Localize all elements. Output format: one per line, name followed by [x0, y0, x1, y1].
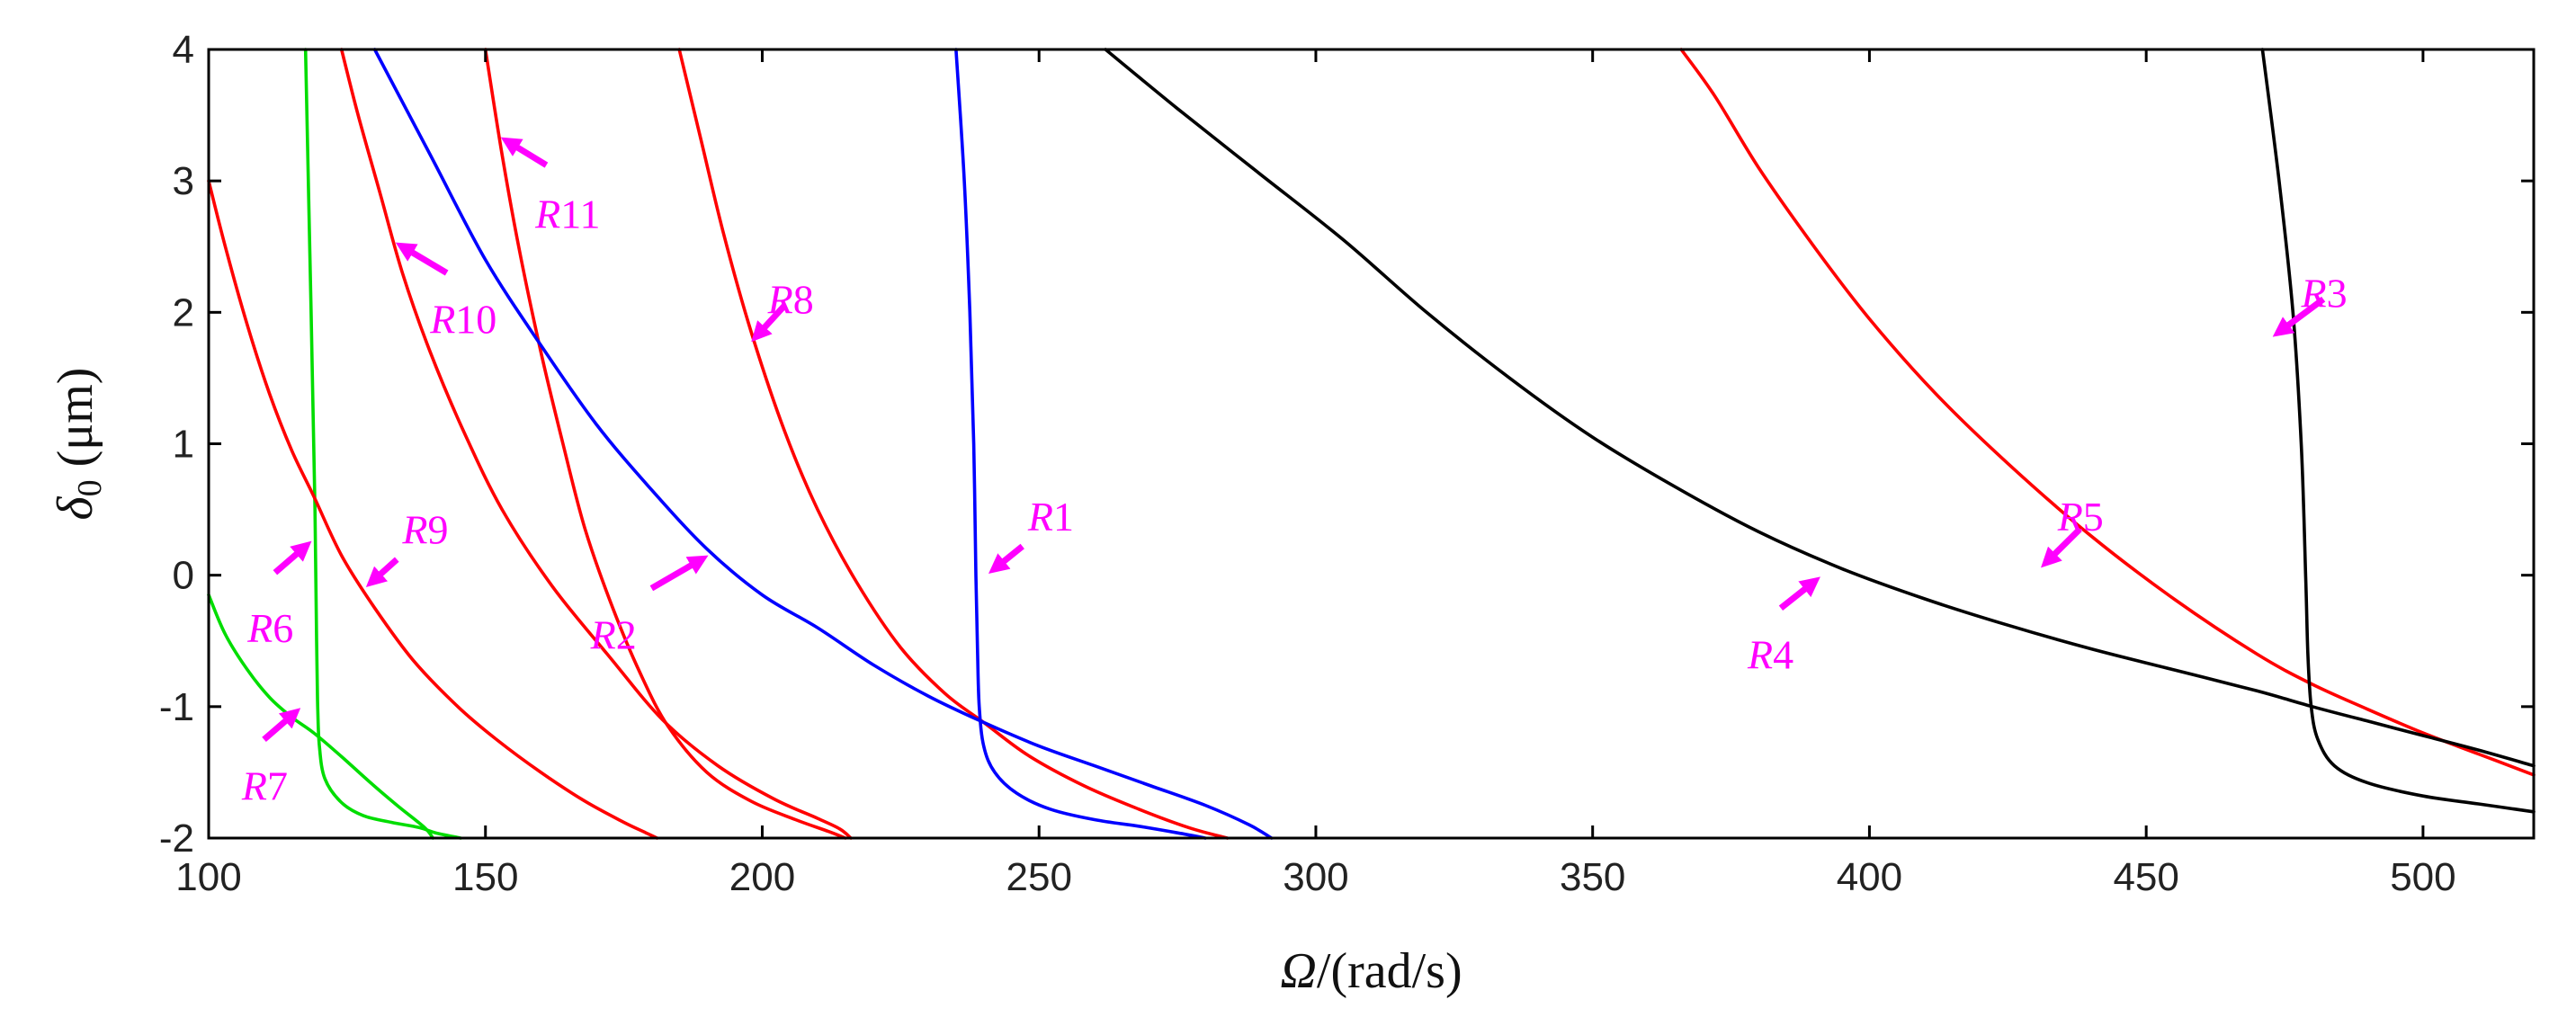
- y-tick-label: 3: [173, 159, 194, 203]
- series-line-1: [303, 48, 462, 840]
- annotation-r4: R4: [1747, 576, 1820, 677]
- annotation-label: R2: [590, 611, 637, 657]
- x-tick-label: 300: [1283, 855, 1348, 899]
- series-line-3: [207, 179, 659, 840]
- series-line-7: [1679, 48, 2536, 777]
- series-line-2: [207, 593, 435, 840]
- annotation-label: R10: [429, 297, 496, 343]
- series-layer: [207, 48, 2536, 840]
- y-tick-label: 2: [173, 290, 194, 335]
- annotation-label: R11: [534, 192, 600, 237]
- y-axis-title: δ0 (μm): [48, 368, 109, 521]
- annotation-label: R3: [2301, 270, 2348, 316]
- series-line-9: [954, 48, 1207, 840]
- plot-frame: [207, 48, 2536, 840]
- annotation-label: R8: [767, 277, 814, 323]
- series-line-10: [1104, 48, 2536, 768]
- ticks-layer: 100 150 200 250 300 350 400 450 500 -2 -1 0 1 2 3 4: [159, 28, 2534, 899]
- annotation-arrow: [395, 242, 449, 276]
- x-tick-label: 150: [452, 855, 518, 899]
- y-axis-subscript: 0: [71, 479, 109, 496]
- annotation-label: R6: [246, 605, 293, 651]
- x-tick-label: 500: [2390, 855, 2455, 899]
- annotation-label: R7: [241, 763, 288, 809]
- annotation-arrow: [262, 708, 301, 743]
- annotation-label: R5: [2057, 494, 2104, 540]
- annotation-label: R4: [1747, 631, 1793, 677]
- annotation-arrow: [2272, 296, 2326, 337]
- annotation-arrow: [751, 303, 787, 343]
- annotation-label: R9: [401, 507, 448, 553]
- x-tick-label: 350: [1560, 855, 1625, 899]
- x-tick-label: 200: [729, 855, 795, 899]
- series-line-5: [483, 48, 847, 840]
- series-line-4: [339, 48, 853, 840]
- y-tick-label: 4: [173, 28, 194, 72]
- series-line-6: [677, 48, 1230, 840]
- x-tick-label: 400: [1837, 855, 1902, 899]
- y-axis-unit: (μm): [48, 368, 103, 480]
- annotation-label: R1: [1027, 494, 1074, 540]
- annotation-arrow: [1778, 576, 1820, 611]
- annotation-arrow: [649, 555, 709, 592]
- y-tick-label: -2: [159, 816, 194, 861]
- y-axis-symbol: δ: [48, 495, 103, 520]
- y-tick-label: -1: [159, 685, 194, 729]
- y-tick-label: 1: [173, 423, 194, 467]
- x-tick-label: 450: [2113, 855, 2178, 899]
- annotation-r10: R10: [395, 242, 496, 343]
- annotation-arrow: [273, 540, 312, 575]
- annotation-r1: R1: [988, 494, 1074, 574]
- annotation-r7: R7: [241, 708, 301, 809]
- series-line-8: [372, 48, 1274, 840]
- annotation-arrow: [365, 557, 399, 587]
- annotation-r5: R5: [2041, 494, 2104, 568]
- x-axis-symbol: Ω: [1280, 943, 1317, 999]
- annotation-r2: R2: [590, 555, 709, 657]
- annotation-arrow: [988, 543, 1024, 574]
- annotation-r9: R9: [365, 507, 449, 587]
- annotation-r3: R3: [2272, 270, 2348, 337]
- y-tick-label: 0: [173, 554, 194, 598]
- annotation-arrow: [500, 137, 549, 168]
- annotation-layer: R1 R2 R3 R4 R5 R6 R7 R8 R9 R10 R11: [241, 137, 2348, 809]
- annotation-r6: R6: [246, 540, 312, 651]
- x-axis-unit: /(rad/s): [1317, 943, 1462, 999]
- annotation-arrow: [2041, 527, 2082, 568]
- series-line-11: [2260, 48, 2536, 814]
- annotation-r11: R11: [500, 137, 601, 237]
- x-tick-label: 100: [175, 855, 241, 899]
- x-axis-title: Ω/(rad/s): [1280, 943, 1462, 999]
- x-tick-label: 250: [1006, 855, 1072, 899]
- annotation-r8: R8: [751, 277, 814, 343]
